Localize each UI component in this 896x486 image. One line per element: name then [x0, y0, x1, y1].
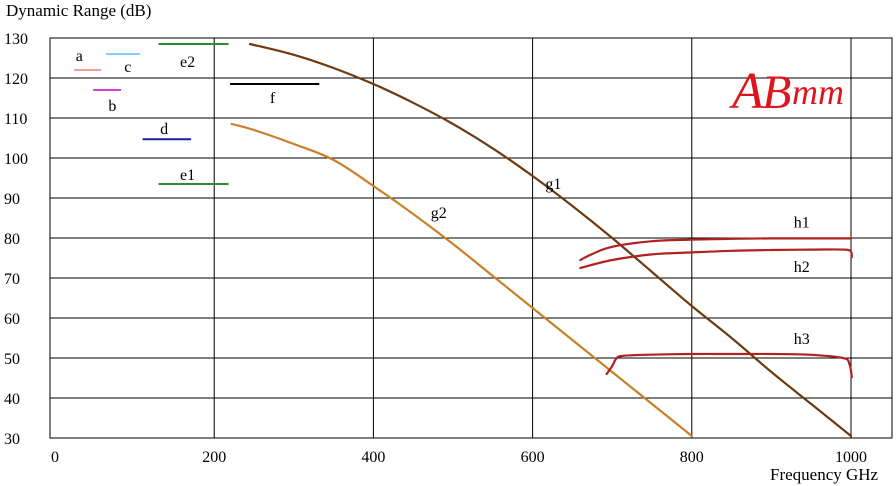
logo-letter-a: A [729, 63, 764, 120]
series-label: a [76, 48, 83, 65]
y-tick-label: 90 [4, 191, 20, 208]
y-tick-label: 130 [4, 31, 28, 48]
series-label: f [270, 90, 276, 107]
series-line [579, 248, 853, 270]
series-line [605, 352, 853, 379]
annotation-labels: a c b e2 f d e1 g1 g2 h1 h2 h3 [76, 48, 810, 348]
y-axis-title: Dynamic Range (dB) [6, 1, 151, 20]
y-tick-label: 40 [4, 391, 20, 408]
y-tick-label: 110 [4, 111, 27, 128]
x-tick-label: 200 [202, 449, 226, 466]
series-label: d [160, 121, 168, 138]
y-tick-label: 80 [4, 231, 20, 248]
y-tick-label: 120 [4, 71, 28, 88]
logo-letter-b: B [762, 66, 791, 119]
y-tick-labels: 30 40 50 60 70 80 90 100 110 120 130 [4, 31, 28, 448]
series-label: h1 [794, 215, 810, 232]
series-line [579, 237, 853, 262]
series-label: c [124, 59, 131, 76]
segment-group [74, 43, 320, 185]
y-tick-label: 30 [4, 431, 20, 448]
x-tick-labels: 0 200 400 600 800 1000 [51, 449, 867, 466]
series-group [230, 42, 853, 438]
series-label: g1 [545, 176, 561, 193]
series-label: h3 [794, 331, 810, 348]
series-label: e1 [180, 167, 195, 184]
x-tick-label: 600 [521, 449, 545, 466]
logo-letters-mm: mm [792, 72, 844, 112]
series-line [230, 122, 693, 438]
logo: A B mm [729, 63, 844, 120]
series-label: b [108, 98, 116, 115]
x-tick-label: 0 [51, 449, 59, 466]
y-tick-label: 70 [4, 271, 20, 288]
series-label: g2 [431, 205, 447, 222]
x-axis-title: Frequency GHz [770, 465, 879, 484]
x-tick-label: 800 [680, 449, 704, 466]
plot-frame [49, 37, 893, 439]
series-label: h2 [794, 259, 810, 276]
y-tick-label: 100 [4, 151, 28, 168]
x-tick-label: 400 [361, 449, 385, 466]
y-tick-label: 50 [4, 351, 20, 368]
x-tick-label: 1000 [835, 449, 867, 466]
series-label: e2 [180, 54, 195, 71]
y-tick-label: 60 [4, 311, 20, 328]
